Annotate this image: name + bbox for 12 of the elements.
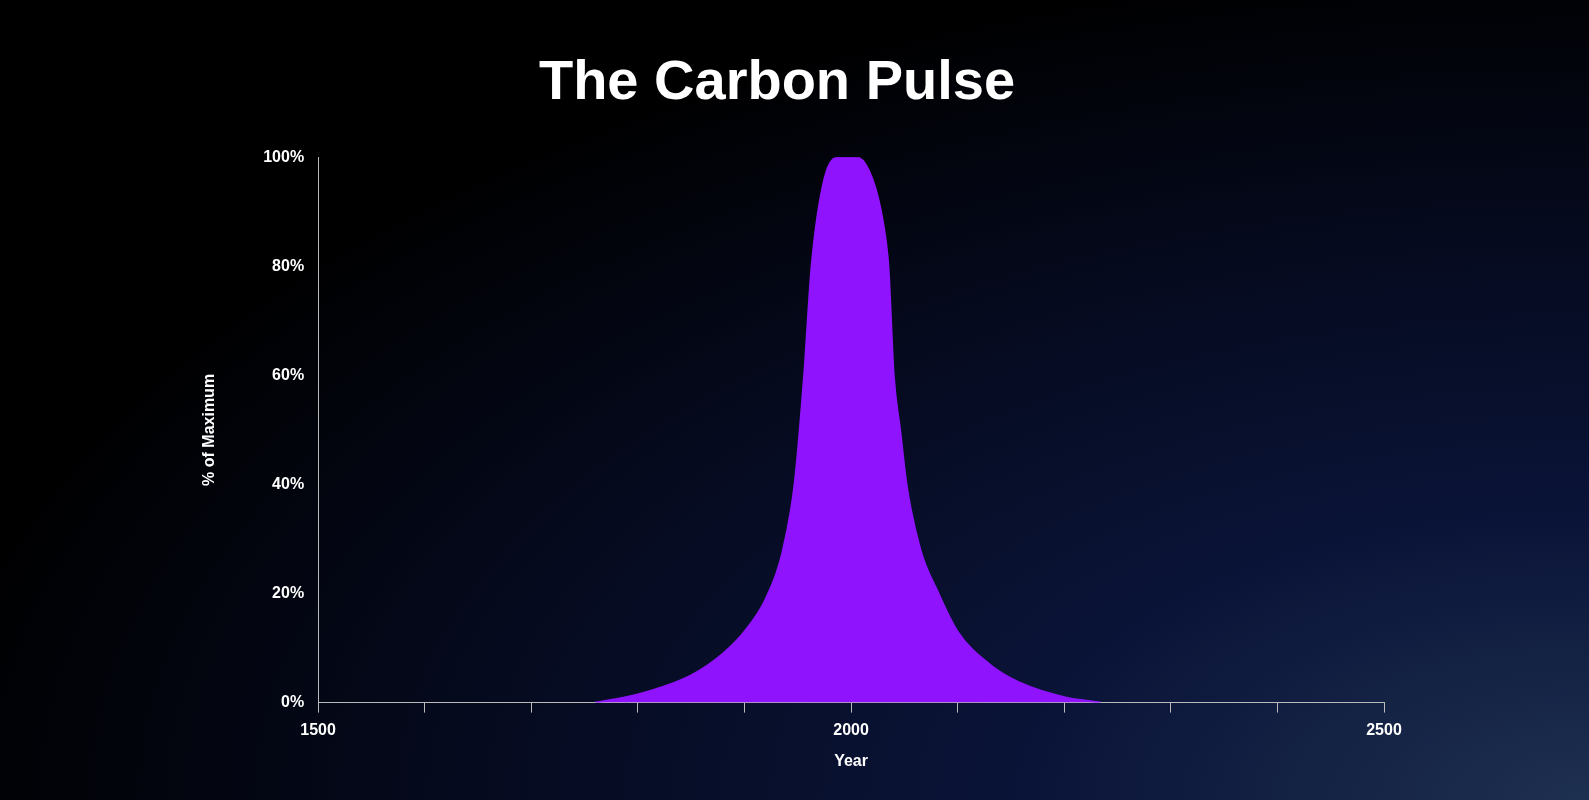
y-tick-label: 40% bbox=[272, 474, 305, 492]
x-tick-label: 1500 bbox=[300, 720, 337, 738]
chart-title: The Carbon Pulse bbox=[538, 48, 1016, 112]
x-tick-label: 2500 bbox=[1366, 720, 1402, 738]
y-axis-title: % of Maximum bbox=[200, 373, 218, 486]
y-tick-label: 20% bbox=[272, 583, 305, 601]
x-tick-label: 2000 bbox=[833, 720, 869, 738]
y-tick-label: 80% bbox=[272, 256, 305, 274]
y-tick-label: 0% bbox=[281, 693, 305, 711]
x-axis-title: Year bbox=[834, 751, 868, 769]
y-tick-label: 60% bbox=[272, 365, 305, 383]
y-tick-label: 100% bbox=[263, 147, 305, 165]
